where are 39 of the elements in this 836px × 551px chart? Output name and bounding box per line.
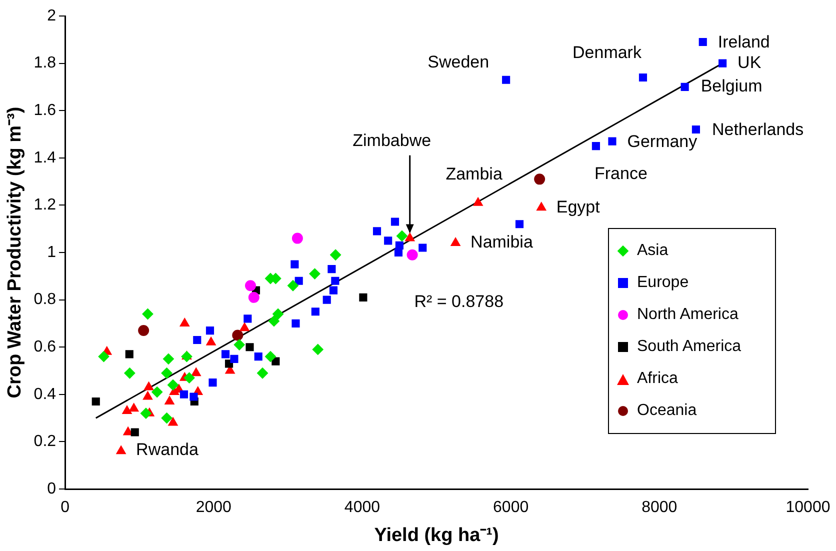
annotation: Sweden <box>428 52 490 72</box>
y-tick-label: 1.8 <box>34 54 56 72</box>
annotation: Namibia <box>470 232 534 252</box>
x-axis-title: Yield (kg ha⁻¹) <box>374 524 499 546</box>
legend-label: Africa <box>637 370 678 388</box>
annotation: Germany <box>627 132 698 152</box>
x-tick-label: 2000 <box>196 499 232 516</box>
y-tick-label: 1.2 <box>34 196 56 214</box>
x-tick-label: 0 <box>60 499 70 516</box>
y-tick-label: 0.8 <box>34 291 56 308</box>
annotation: Ireland <box>718 32 770 52</box>
x-tick-label: 10000 <box>786 499 830 516</box>
legend-label: North America <box>637 306 738 324</box>
x-tick-label: 6000 <box>493 499 529 516</box>
annotation: Egypt <box>556 197 600 216</box>
y-tick-label: 2 <box>47 7 56 24</box>
annotation: Denmark <box>572 43 642 62</box>
legend-label: Europe <box>637 274 689 292</box>
x-tick-label: 8000 <box>642 499 678 516</box>
y-tick-label: 0 <box>47 480 56 498</box>
y-tick-label: 0.6 <box>34 338 56 356</box>
annotation: UK <box>738 52 762 72</box>
legend-label: Asia <box>637 242 668 260</box>
y-tick-label: 0.2 <box>34 433 56 450</box>
annotation: Rwanda <box>136 440 199 459</box>
y-axis-title: Crop Water Productivity (kg m⁻³) <box>4 106 26 398</box>
y-tick-label: 0.4 <box>34 386 56 403</box>
annotation: France <box>594 164 648 183</box>
legend-label: Oceania <box>637 402 697 420</box>
x-tick-label: 4000 <box>344 499 380 516</box>
y-tick-label: 1 <box>47 244 56 261</box>
annotation: Belgium <box>700 76 762 96</box>
annotation: Zambia <box>446 164 503 184</box>
annotation: Netherlands <box>712 120 804 140</box>
y-tick-label: 1.6 <box>34 102 56 120</box>
annotation: R² = 0.8788 <box>414 292 504 311</box>
legend-label: South America <box>637 338 742 356</box>
annotation: Zimbabwe <box>352 130 432 150</box>
y-tick-label: 1.4 <box>34 149 56 166</box>
